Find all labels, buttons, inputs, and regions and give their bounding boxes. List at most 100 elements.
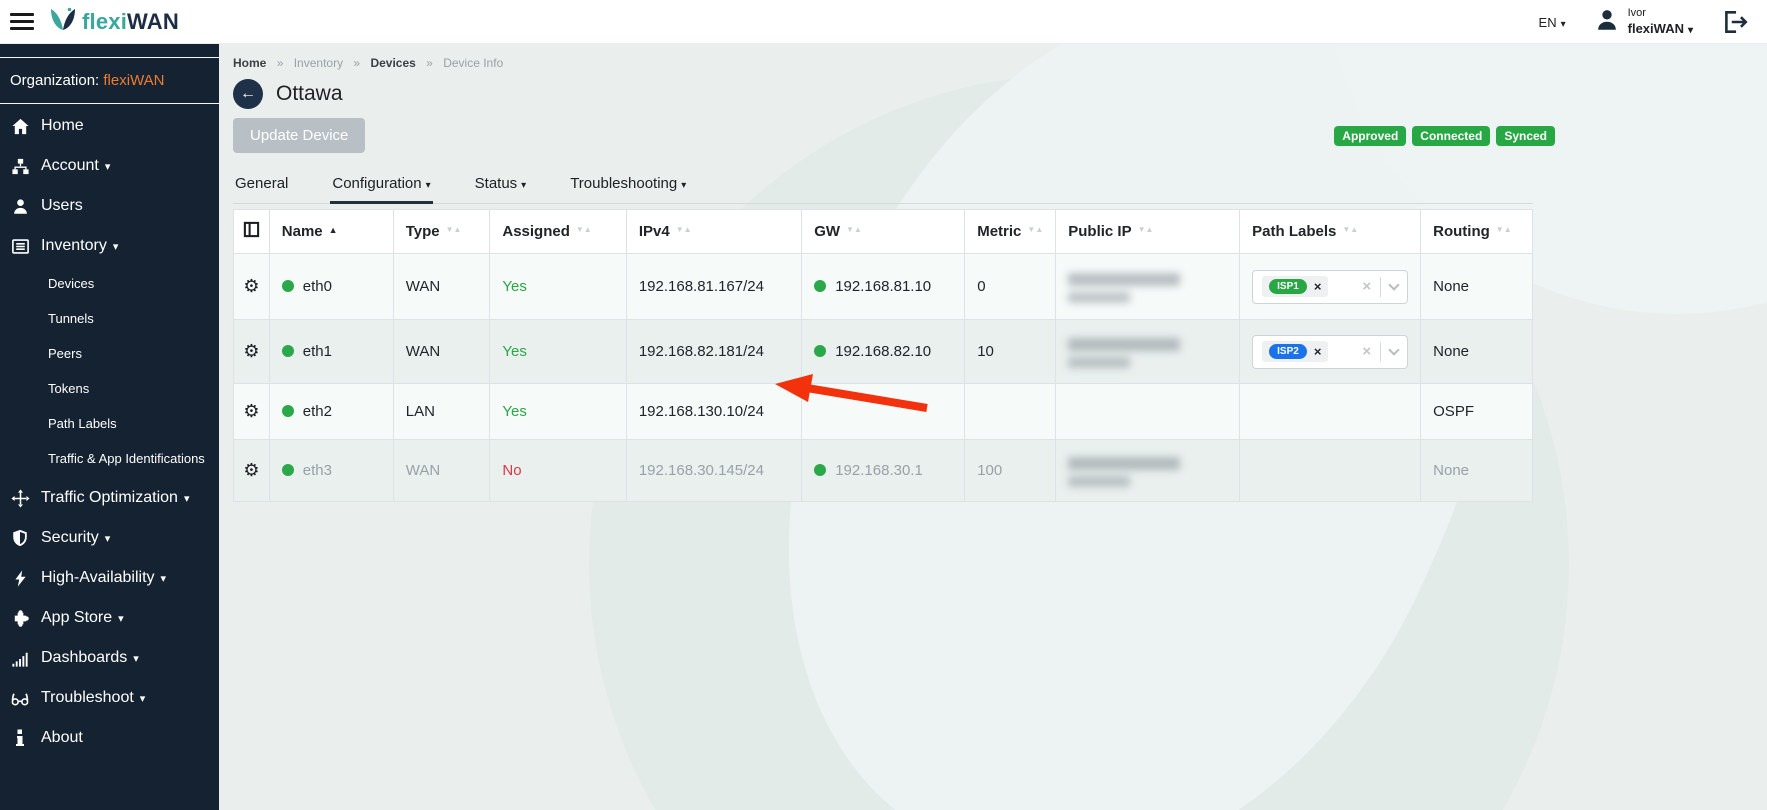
remove-label-icon[interactable]: × xyxy=(1313,344,1322,359)
clear-select-icon[interactable]: × xyxy=(1362,343,1372,360)
back-button[interactable]: ← xyxy=(233,79,263,109)
sidebar-subitem-peers[interactable]: Peers xyxy=(48,346,82,361)
header-assigned[interactable]: Assigned ▼▲ xyxy=(489,209,627,254)
interface-routing: None xyxy=(1420,439,1533,502)
chevron-down-icon[interactable] xyxy=(1388,343,1400,356)
path-label-pill: ISP2 xyxy=(1269,344,1307,359)
status-dot-green xyxy=(814,464,827,476)
chevron-down-icon[interactable] xyxy=(1388,278,1400,291)
table-header-row: Name ▲ Type ▼▲ Assigned ▼▲ IPv4 ▼▲ GW ▼▲ Metr… xyxy=(233,209,1533,254)
glasses-icon xyxy=(10,689,30,708)
interface-assigned: Yes xyxy=(489,319,627,384)
sidebar-item-app-store[interactable]: App Store xyxy=(0,598,219,638)
tab-configuration[interactable]: Configuration xyxy=(330,169,433,204)
interface-assigned: Yes xyxy=(489,253,627,320)
interface-metric: 100 xyxy=(964,439,1057,502)
user-avatar-icon xyxy=(1594,7,1620,38)
header-path-labels[interactable]: Path Labels ▼▲ xyxy=(1239,209,1422,254)
brand-wordmark: flexiWAN xyxy=(82,8,179,34)
status-dot-green xyxy=(281,464,294,476)
public-ip-redacted xyxy=(1068,272,1227,303)
interface-gw: 192.168.30.1 xyxy=(835,462,923,479)
interface-settings-gear-icon[interactable]: ⚙ xyxy=(243,401,260,421)
sidebar-subitem-tokens[interactable]: Tokens xyxy=(48,381,90,396)
header-public-ip[interactable]: Public IP ▼▲ xyxy=(1055,209,1241,254)
sidebar-subitem-traffic-app-identifications[interactable]: Traffic & App Identifications xyxy=(48,451,205,466)
interface-gw: 192.168.82.10 xyxy=(835,343,932,360)
language-selector[interactable]: EN xyxy=(1539,15,1566,30)
sort-icons: ▼▲ xyxy=(846,225,862,234)
interface-type: WAN xyxy=(392,439,491,502)
sidebar-subitem-path-labels[interactable]: Path Labels xyxy=(48,416,117,431)
status-badge-connected: Connected xyxy=(1412,125,1491,146)
breadcrumb-device-info: Device Info xyxy=(443,56,504,70)
sidebar-item-inventory[interactable]: Inventory xyxy=(0,226,219,266)
sort-icons: ▼▲ xyxy=(575,225,592,234)
tab-general[interactable]: General xyxy=(235,175,289,192)
header-name[interactable]: Name ▲ xyxy=(268,209,394,254)
update-device-button[interactable]: Update Device xyxy=(233,118,366,153)
breadcrumb-devices[interactable]: Devices xyxy=(370,56,416,70)
breadcrumb-inventory[interactable]: Inventory xyxy=(293,56,344,70)
interface-metric: 10 xyxy=(964,319,1057,384)
remove-label-icon[interactable]: × xyxy=(1313,279,1322,294)
bolt-icon xyxy=(10,569,30,588)
user-menu[interactable]: Ivor flexiWAN xyxy=(1594,7,1693,38)
sidebar-item-troubleshoot[interactable]: Troubleshoot xyxy=(0,678,219,718)
sidebar-item-account[interactable]: Account xyxy=(0,146,219,186)
home-icon xyxy=(10,117,30,136)
header-ipv4[interactable]: IPv4 ▼▲ xyxy=(625,209,803,254)
interface-ipv4: 192.168.130.10/24 xyxy=(625,383,803,440)
column-chooser-icon[interactable] xyxy=(243,221,260,238)
interface-settings-gear-icon[interactable]: ⚙ xyxy=(243,460,260,480)
path-label-select[interactable]: ISP1 × × xyxy=(1252,269,1409,304)
interface-name: eth2 xyxy=(302,403,332,420)
hamburger-menu-icon[interactable] xyxy=(10,9,34,34)
header-metric[interactable]: Metric ▼▲ xyxy=(964,209,1057,254)
main-content: Home » Inventory » Devices » Device Info… xyxy=(219,44,1767,810)
page-title: Ottawa xyxy=(276,82,343,105)
interface-assigned: No xyxy=(489,439,627,502)
tab-status[interactable]: Status xyxy=(473,169,529,203)
logout-icon[interactable] xyxy=(1721,8,1749,36)
bar-chart-icon xyxy=(10,649,30,668)
tab-troubleshooting[interactable]: Troubleshooting xyxy=(568,169,688,203)
sidebar-item-security[interactable]: Security xyxy=(0,518,219,558)
breadcrumb-home[interactable]: Home xyxy=(233,56,267,70)
sidebar: Organization: flexiWAN Home Account User… xyxy=(0,44,219,810)
sidebar-item-users[interactable]: Users xyxy=(0,186,219,226)
sidebar-subitem-devices[interactable]: Devices xyxy=(48,276,95,291)
sidebar-item-home[interactable]: Home xyxy=(0,106,219,146)
interface-gw: 192.168.81.10 xyxy=(835,278,932,295)
sidebar-subitem-tunnels[interactable]: Tunnels xyxy=(48,311,94,326)
sidebar-item-high-availability[interactable]: High-Availability xyxy=(0,558,219,598)
interface-assigned: Yes xyxy=(489,383,627,440)
status-dot-green xyxy=(814,280,827,292)
status-badge-synced: Synced xyxy=(1496,125,1555,146)
header-routing[interactable]: Routing ▼▲ xyxy=(1420,209,1533,254)
interface-type: WAN xyxy=(392,319,491,384)
move-icon xyxy=(10,488,30,508)
organization-label: Organization: xyxy=(10,72,100,89)
sidebar-item-about[interactable]: About xyxy=(0,718,219,758)
status-dot-green xyxy=(281,405,294,417)
brand-logo[interactable]: flexiWAN xyxy=(48,6,179,38)
header-gw[interactable]: GW ▼▲ xyxy=(801,209,966,254)
path-label-chip: ISP2 × xyxy=(1262,341,1329,362)
clear-select-icon[interactable]: × xyxy=(1362,278,1372,295)
list-icon xyxy=(10,237,30,256)
sort-icons: ▼▲ xyxy=(1137,225,1154,234)
interface-routing: None xyxy=(1420,319,1533,384)
header-type[interactable]: Type ▼▲ xyxy=(392,209,491,254)
table-row-eth1: ⚙ eth1 WAN Yes 192.168.82.181/24 192.168… xyxy=(233,319,1533,384)
user-name: Ivor xyxy=(1627,6,1646,19)
status-badge-approved: Approved xyxy=(1334,125,1407,146)
sidebar-item-traffic-optimization[interactable]: Traffic Optimization xyxy=(0,478,219,518)
interface-settings-gear-icon[interactable]: ⚙ xyxy=(243,341,260,361)
sidebar-item-dashboards[interactable]: Dashboards xyxy=(0,638,219,678)
interface-settings-gear-icon[interactable]: ⚙ xyxy=(243,276,260,296)
sort-icons: ▼▲ xyxy=(1027,225,1044,234)
interfaces-table: Name ▲ Type ▼▲ Assigned ▼▲ IPv4 ▼▲ GW ▼▲ Metr… xyxy=(233,209,1533,502)
path-label-select[interactable]: ISP2 × × xyxy=(1252,334,1409,369)
interface-ipv4: 192.168.81.167/24 xyxy=(625,253,803,320)
